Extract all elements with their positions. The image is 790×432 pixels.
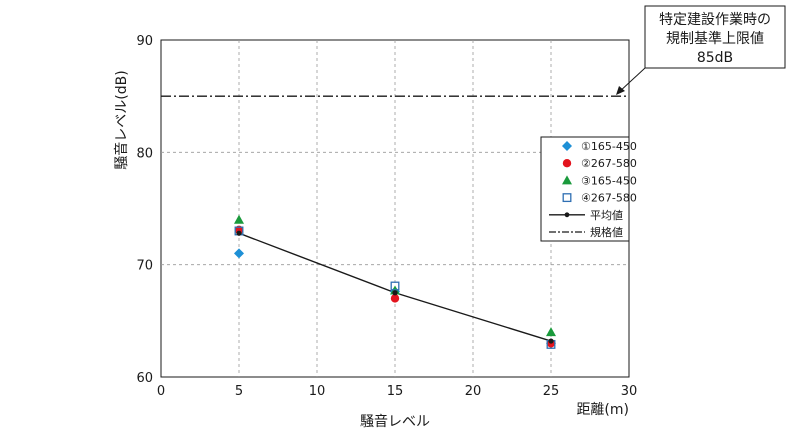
- data-point: [234, 214, 244, 224]
- x-tick-label: 25: [543, 384, 560, 399]
- data-point: [234, 248, 244, 259]
- legend-swatch: [562, 141, 572, 151]
- y-tick-label: 60: [136, 371, 153, 386]
- average-point: [236, 230, 242, 236]
- legend-label: 規格値: [590, 225, 623, 239]
- legend-label: ②267-580: [581, 157, 637, 170]
- x-unit-label: 距離(m): [576, 401, 629, 418]
- x-tick-label: 30: [621, 384, 638, 399]
- legend-label: ④267-580: [581, 192, 637, 205]
- x-axis-title: 騒音レベル: [360, 413, 430, 430]
- x-tick-label: 20: [465, 384, 482, 399]
- callout-line-3: 85dB: [697, 50, 733, 66]
- x-tick-label: 5: [235, 384, 243, 399]
- x-tick-label: 15: [387, 384, 404, 399]
- legend-label: 平均値: [590, 209, 623, 222]
- callout-arrow: [617, 67, 646, 94]
- y-tick-label: 70: [136, 259, 153, 274]
- x-tick-label: 0: [157, 384, 165, 399]
- legend-label: ①165-450: [581, 140, 637, 153]
- data-point: [390, 294, 400, 303]
- legend-label: ③165-450: [581, 174, 637, 187]
- y-axis-title: 騒音レベル(dB): [113, 70, 130, 169]
- series-group: [234, 214, 556, 349]
- legend-swatch: [562, 193, 572, 203]
- callout-line-2: 規制基準上限値: [666, 30, 764, 47]
- legend-swatch-dot: [564, 212, 570, 218]
- callout-box: [644, 5, 786, 69]
- legend-swatch: [562, 175, 572, 185]
- data-point: [546, 327, 556, 337]
- average-point: [548, 338, 554, 344]
- y-tick-label: 90: [136, 34, 153, 49]
- x-tick-labels: 0 5 10 15 20 25 30: [157, 384, 637, 399]
- y-tick-labels: 60 70 80 90: [136, 34, 153, 386]
- x-tick-label: 10: [309, 384, 326, 399]
- callout: 特定建設作業時の 規制基準上限値 85dB: [616, 5, 786, 95]
- legend-swatch: [562, 159, 572, 168]
- legend-box: [540, 136, 630, 242]
- data-point: [390, 281, 400, 291]
- y-tick-label: 80: [136, 146, 153, 161]
- callout-arrowhead: [616, 86, 625, 95]
- callout-line-1: 特定建設作業時の: [659, 12, 771, 28]
- average-point: [392, 290, 398, 296]
